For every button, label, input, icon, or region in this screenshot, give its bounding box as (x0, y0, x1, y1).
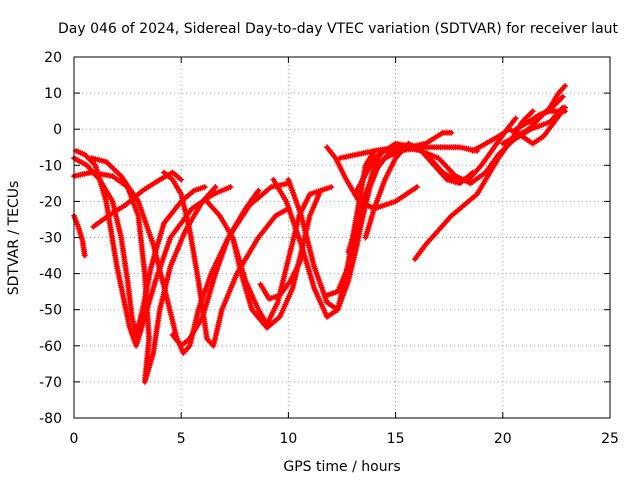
y-tick-label: -50 (39, 303, 62, 319)
x-tick-label: 5 (177, 431, 186, 447)
series-sat-g (169, 187, 262, 349)
x-tick-label: 15 (387, 431, 405, 447)
series-sat-y (525, 108, 568, 125)
series-markers (411, 108, 536, 263)
series-line (89, 156, 291, 355)
series-sat-m (257, 256, 305, 302)
x-tick-label: 25 (601, 431, 619, 447)
y-tick-label: -10 (39, 158, 62, 174)
series-sat-c (73, 147, 234, 349)
y-tick-label: -70 (39, 375, 62, 391)
y-tick-label: -60 (39, 339, 62, 355)
x-tick-label: 0 (70, 431, 79, 447)
series-markers (469, 104, 568, 154)
y-tick-label: -20 (39, 194, 62, 210)
series-sat-t (411, 108, 536, 263)
series-markers (525, 108, 568, 125)
series-markers (90, 169, 185, 230)
series-markers (169, 187, 262, 349)
y-tick-label: 20 (44, 50, 62, 66)
series-sat-f (88, 155, 292, 356)
y-tick-label: 10 (44, 86, 62, 102)
y-tick-label: -30 (39, 231, 62, 247)
grid (74, 57, 610, 418)
y-tick-label: -40 (39, 267, 62, 283)
x-tick-label: 10 (279, 431, 297, 447)
chart-title: Day 046 of 2024, Sidereal Day-to-day VTE… (58, 21, 619, 37)
x-tick-label: 20 (494, 431, 512, 447)
series-markers (73, 147, 234, 349)
x-axis-label: GPS time / hours (283, 459, 400, 475)
axis-ticks: 0 5 10 15 20 25 20 10 0 -10 -20 -30 -40 -50 -60 -70 -80 (39, 50, 619, 447)
series-sat-v (469, 104, 568, 154)
series-markers (88, 155, 292, 356)
series-sat-n (324, 144, 420, 212)
y-tick-label: 0 (53, 122, 62, 138)
y-axis-label: SDTVAR / TECUs (6, 181, 22, 296)
series-markers (257, 256, 305, 302)
series-sat-e (90, 169, 185, 230)
series-sat-h (161, 169, 292, 349)
series-layer (71, 82, 568, 385)
y-tick-label: -80 (39, 411, 62, 427)
series-sat-a (71, 212, 88, 259)
series-sat-l (285, 147, 386, 313)
